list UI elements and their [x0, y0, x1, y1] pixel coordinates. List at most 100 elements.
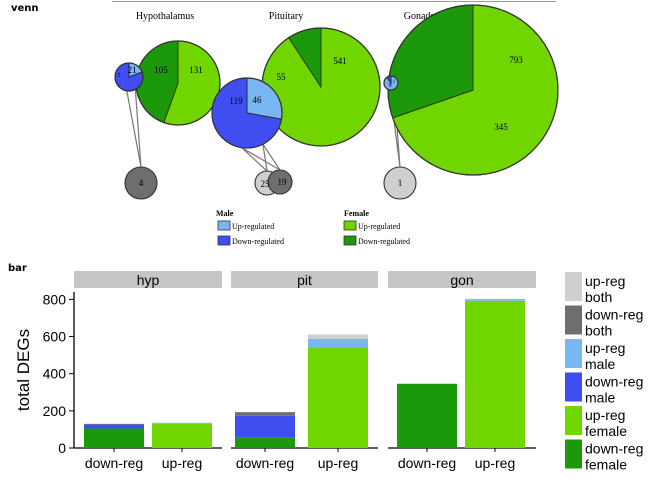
male-pie	[383, 75, 399, 91]
facet-label: pit	[297, 272, 312, 288]
bar-segment-down_both	[235, 412, 295, 416]
male-pie	[211, 77, 283, 149]
y-axis-label: total DEGs	[14, 329, 33, 411]
bar-segment-up_male	[308, 338, 368, 348]
bar-segment-up_both	[308, 334, 368, 339]
both-count: 4	[139, 178, 144, 188]
female-pie	[261, 27, 381, 147]
x-tick-label: up-reg	[475, 455, 515, 471]
facet-strip	[231, 271, 378, 288]
facet-strip	[74, 271, 222, 288]
facet-strip	[388, 271, 536, 288]
male-up-count: 9	[389, 83, 392, 89]
legend-swatch	[565, 272, 582, 301]
venn-legend-swatch	[343, 220, 357, 231]
bar-segment-up_female	[152, 423, 212, 448]
y-tick-label: 600	[43, 329, 67, 345]
venn-figure: Hypothalamus Pituitary Gonads 105 131 21 5 4 55…	[112, 1, 559, 246]
y-tick-label: 800	[43, 291, 67, 307]
bar-segment-up_female	[308, 347, 368, 448]
male-down-count: 1	[393, 80, 396, 85]
legend-label-line: female	[585, 457, 627, 473]
male-pie-outline	[383, 75, 399, 91]
legend-label-line: up-reg	[585, 340, 625, 356]
legend-swatch	[565, 406, 582, 435]
bar-segment-up_male	[152, 422, 212, 424]
legend-label: up-reg male	[585, 340, 625, 372]
venn-legend-swatch	[217, 235, 231, 246]
bar-panel-tag: bar	[8, 263, 27, 274]
venn-legend-label: Down-regulated	[358, 237, 410, 246]
legend-swatch	[565, 339, 582, 368]
venn-legend-label: Down-regulated	[232, 237, 284, 246]
legend-label-line: male	[585, 356, 616, 372]
y-tick-label: 200	[43, 403, 67, 419]
female-up-count: 131	[189, 65, 203, 75]
bar-segment-down_male	[235, 415, 295, 438]
legend-label: up-reg both	[585, 273, 625, 305]
male-pie-outline	[211, 77, 283, 149]
female-down-count: 345	[494, 122, 508, 132]
legend-label: down-reg male	[585, 374, 643, 406]
male-up-count: 46	[253, 95, 263, 105]
legend-label: down-reg both	[585, 307, 643, 339]
bar-segment-down_female	[84, 428, 144, 448]
x-tick-label: up-reg	[318, 455, 358, 471]
female-down-count: 105	[154, 65, 168, 75]
x-tick-label: down-reg	[236, 455, 294, 471]
venn-legend-swatch	[343, 235, 357, 246]
both-circle	[383, 166, 417, 200]
legend-label-line: both	[585, 323, 612, 339]
both-up-count: 25	[261, 179, 271, 189]
legend-label-line: up-reg	[585, 273, 625, 289]
y-tick-label: 0	[58, 440, 66, 456]
legend-swatch	[565, 372, 582, 402]
venn-legend-label: Female	[344, 209, 369, 218]
both-circle	[267, 169, 293, 195]
bar-segment-down_female	[397, 383, 457, 448]
both-circle	[124, 166, 158, 200]
bar-segment-up_female	[465, 300, 525, 448]
legend-label-line: down-reg	[585, 441, 643, 457]
female-up-count: 793	[509, 55, 523, 65]
legend-label: down-reg female	[585, 441, 643, 473]
facet-label: gon	[450, 272, 473, 288]
female-pie-outline	[387, 4, 559, 176]
bar-segment-up_male	[465, 299, 525, 301]
x-tick-label: down-reg	[398, 455, 456, 471]
legend-label: up-reg female	[585, 407, 627, 439]
male-pie-outline	[114, 62, 144, 92]
venn-panel-tag: venn	[11, 3, 39, 14]
female-pie	[387, 4, 559, 176]
both-down-count: 19	[278, 177, 288, 187]
venn-legend-label: Male	[216, 209, 234, 218]
bar-segment-down_both	[84, 423, 144, 425]
venn-legend-swatch	[217, 220, 231, 231]
legend-label-line: female	[585, 423, 627, 439]
female-down-count: 55	[277, 72, 287, 82]
y-tick-label: 400	[43, 366, 67, 382]
venn-legend-label: Up-regulated	[232, 222, 274, 231]
male-pie	[114, 62, 144, 92]
legend-swatch	[565, 439, 582, 469]
legend-swatch	[565, 305, 582, 335]
bar-segment-down_female	[235, 437, 295, 448]
legend-label-line: down-reg	[585, 374, 643, 390]
male-up-count: 5	[118, 73, 121, 79]
venn-region-title: Hypothalamus	[136, 11, 194, 22]
facet-label: hyp	[137, 272, 160, 288]
x-tick-label: up-reg	[162, 455, 202, 471]
legend-label-line: male	[585, 390, 616, 406]
bar-segment-down_male	[84, 424, 144, 429]
both-count: 1	[398, 178, 403, 188]
venn-region-title: Pituitary	[269, 11, 303, 22]
venn-legend-label: Up-regulated	[358, 222, 400, 231]
male-down-count: 119	[229, 96, 243, 106]
venn-region-title: Gonads	[404, 11, 435, 22]
male-down-count: 21	[128, 65, 137, 75]
legend-label-line: up-reg	[585, 407, 625, 423]
legend-label-line: down-reg	[585, 307, 643, 323]
female-up-count: 541	[333, 56, 347, 66]
x-tick-label: down-reg	[85, 455, 143, 471]
